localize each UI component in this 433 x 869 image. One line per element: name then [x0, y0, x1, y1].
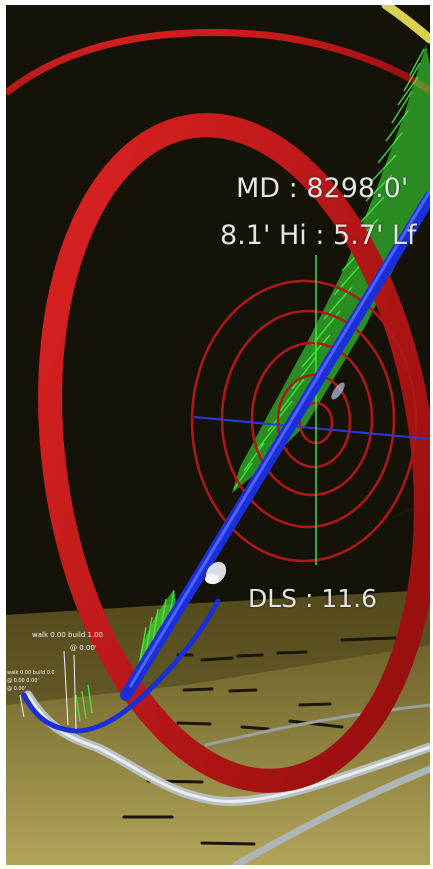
measured-depth-readout: MD : 8298.0': [236, 173, 409, 204]
casing-pipes: [23, 690, 430, 865]
survey-label-2: @ 0.00 0.00': [7, 678, 39, 684]
target-offset-readout: 8.1' Hi : 5.7' Lf: [220, 220, 417, 251]
walk-build-label: walk 0.00 build 1.00: [32, 631, 104, 639]
survey-label-3: @ 0.00': [7, 686, 27, 692]
angle-label: @ 0.00': [70, 644, 97, 652]
floor-grid-dashes: [122, 505, 420, 846]
lower-trajectory: [21, 598, 221, 734]
green-ribbon-lower: [138, 589, 178, 665]
survey-label-1: walk 0.00 build 0.0: [7, 670, 55, 676]
upper-tunnel-ring: [6, 28, 430, 96]
dogleg-severity-readout: DLS : 11.6: [248, 584, 378, 613]
drill-bit-icon[interactable]: [202, 558, 231, 588]
wellbore-scene[interactable]: [6, 5, 430, 865]
wellbore-highlight: [128, 190, 430, 688]
tunnel-ring: [38, 113, 430, 793]
survey-markers: [19, 650, 77, 730]
3d-viewport[interactable]: MD : 8298.0' 8.1' Hi : 5.7' Lf DLS : 11.…: [6, 5, 430, 865]
offset-well-pipe: [381, 5, 430, 44]
bit-reflection: [331, 382, 345, 400]
target-crosshair-horizontal: [193, 416, 430, 440]
